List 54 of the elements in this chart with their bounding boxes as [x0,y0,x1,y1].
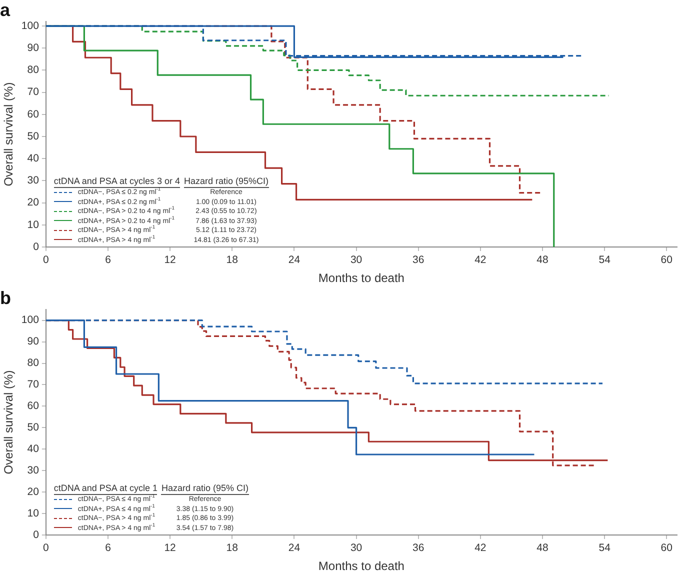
y-tick-label: 90 [27,336,40,348]
x-axis-title: Months to death [318,271,404,286]
x-tick-label: 18 [226,542,238,554]
y-tick-label: 80 [27,357,40,370]
y-tick-label: 20 [27,486,40,498]
y-tick-label: 40 [27,152,40,164]
chart-title: a [0,0,11,20]
y-tick-label: 100 [21,314,40,326]
y-tick-label: 10 [27,507,40,520]
chart-title: b [0,288,11,308]
y-tick-label: 40 [27,443,40,456]
x-tick-label: 48 [536,254,549,266]
y-tick-label: 30 [27,464,40,476]
y-tick-label: 10 [27,218,40,231]
annotation: Hazard ratio (95%CI) [184,176,268,188]
x-axis-title: Months to death [318,559,404,574]
x-tick-label: 12 [164,254,176,266]
legend-title: ctDNA and PSA at cycles 3 or 4 [54,176,180,188]
y-axis-title: Overall survival (%) [2,370,16,474]
y-tick-label: 100 [21,20,40,32]
x-tick-label: 18 [226,254,238,266]
y-tick-label: 70 [27,86,40,98]
x-tick-label: 54 [598,542,611,554]
y-tick-label: 50 [27,422,40,434]
y-tick-label: 50 [27,130,40,142]
y-tick-label: 60 [27,400,40,412]
y-tick-label: 30 [27,174,40,187]
x-tick-label: 36 [412,254,424,266]
annotation: Hazard ratio (95% CI) [161,483,248,495]
x-tick-label: 6 [105,254,112,266]
y-tick-label: 0 [33,528,40,541]
x-tick-label: 54 [598,254,611,266]
x-tick-label: 0 [42,254,49,266]
y-axis-title: Overall survival (%) [2,82,16,186]
x-tick-label: 6 [105,542,112,554]
x-tick-label: 42 [474,542,486,554]
y-tick-label: 60 [27,108,40,120]
x-tick-label: 36 [412,542,424,554]
x-tick-label: 0 [42,542,49,554]
x-tick-label: 24 [288,254,300,266]
y-tick-label: 80 [27,64,40,76]
y-tick-label: 20 [27,196,40,209]
y-tick-label: 90 [27,42,40,54]
x-tick-label: 24 [288,542,300,554]
y-tick-label: 0 [33,240,40,253]
x-tick-label: 42 [474,254,486,266]
x-tick-label: 60 [660,254,673,266]
x-tick-label: 12 [164,542,176,554]
x-tick-label: 30 [350,254,362,266]
x-tick-label: 30 [350,542,362,554]
x-tick-label: 48 [536,542,549,554]
legend-title: ctDNA and PSA at cycle 1 [54,483,158,495]
y-tick-label: 70 [27,378,40,391]
x-tick-label: 60 [660,542,673,554]
